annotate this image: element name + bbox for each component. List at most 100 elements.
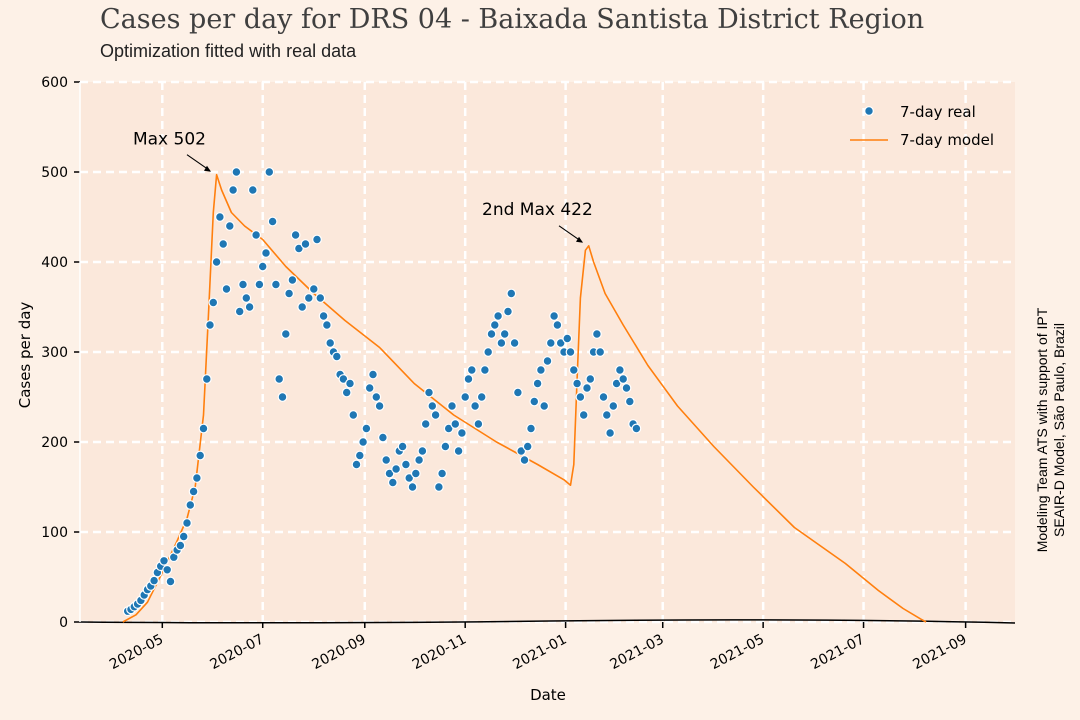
x-tick-label: 2021-03	[607, 631, 666, 673]
data-point	[345, 378, 355, 389]
data-point	[218, 239, 229, 249]
data-point	[565, 347, 576, 357]
data-point	[578, 410, 589, 420]
data-point	[221, 284, 232, 294]
annotation-label: 2nd Max 422	[482, 200, 593, 220]
data-point	[424, 387, 434, 398]
data-point	[536, 365, 546, 375]
annotations: Max 502 2nd Max 422	[133, 130, 593, 243]
data-point	[605, 428, 615, 438]
data-point	[267, 216, 278, 227]
data-point	[294, 243, 304, 254]
data-point	[149, 575, 160, 586]
data-point	[251, 230, 262, 240]
data-point	[572, 378, 582, 389]
x-axis-label: Date	[530, 686, 566, 704]
data-point	[434, 482, 444, 492]
data-point	[460, 392, 471, 402]
data-point	[381, 455, 392, 465]
data-point	[318, 311, 329, 321]
data-point	[224, 221, 235, 231]
data-point	[555, 338, 566, 348]
data-point	[539, 401, 550, 411]
data-point	[621, 383, 632, 393]
data-point	[499, 329, 510, 339]
y-tick-label: 0	[59, 615, 68, 631]
data-point	[322, 320, 332, 330]
data-point	[473, 419, 484, 429]
annotation-label: Max 502	[133, 130, 206, 150]
data-point	[486, 329, 497, 339]
data-point	[312, 234, 322, 245]
data-point	[354, 450, 365, 461]
data-point	[463, 374, 474, 384]
data-point	[447, 401, 457, 411]
data-point	[575, 392, 586, 402]
data-point	[509, 338, 520, 348]
data-point	[277, 392, 288, 402]
x-tick-label: 2021-05	[708, 631, 767, 673]
data-point	[430, 410, 441, 420]
x-tick-label: 2021-01	[510, 631, 569, 673]
data-point	[526, 423, 536, 434]
side-note-line-1: Modeling Team ATS with support of IPT	[1034, 307, 1050, 552]
data-point	[401, 459, 411, 470]
data-point	[361, 423, 372, 434]
data-point	[338, 374, 349, 384]
data-point	[470, 401, 481, 411]
data-point	[410, 468, 421, 479]
data-point	[162, 564, 173, 575]
data-point	[257, 261, 268, 272]
data-point	[241, 293, 252, 303]
data-point	[476, 392, 487, 402]
legend-label-real: 7-day real	[900, 103, 976, 121]
data-point	[315, 293, 326, 303]
data-point	[480, 365, 490, 375]
data-point	[208, 297, 219, 308]
data-point	[391, 464, 402, 474]
data-point	[201, 374, 212, 384]
data-point	[529, 396, 540, 407]
data-point	[364, 383, 375, 393]
data-point	[368, 369, 378, 380]
data-point	[483, 347, 494, 357]
data-point	[188, 486, 199, 497]
data-point	[532, 378, 543, 389]
legend: 7-day real 7-day model	[850, 103, 994, 149]
data-point	[549, 311, 559, 321]
data-point	[631, 423, 642, 434]
data-point	[351, 459, 362, 470]
data-point	[228, 185, 239, 195]
data-point	[159, 555, 169, 566]
data-point	[378, 432, 388, 443]
legend-marker-real	[864, 106, 874, 116]
data-point	[214, 212, 225, 222]
data-point	[427, 401, 438, 411]
data-point	[618, 374, 629, 384]
data-point	[417, 446, 428, 456]
data-point	[211, 257, 222, 267]
data-point	[185, 500, 196, 510]
data-point	[601, 410, 612, 420]
data-point	[254, 279, 265, 290]
y-axis-label: Cases per day	[16, 302, 34, 409]
data-point	[552, 320, 563, 330]
data-point	[608, 401, 619, 411]
data-point	[331, 351, 342, 362]
data-point	[325, 338, 336, 348]
data-point	[420, 419, 431, 429]
data-point	[582, 383, 592, 393]
y-tick-label: 400	[41, 255, 68, 271]
data-point	[244, 302, 255, 312]
y-tick-label: 600	[41, 75, 68, 91]
data-point	[595, 347, 606, 357]
data-point	[271, 279, 281, 290]
data-point	[592, 329, 602, 339]
data-point	[407, 482, 418, 492]
y-tick-label: 100	[41, 525, 68, 541]
data-point	[175, 540, 186, 551]
side-note-line-2: SEAIR-D Model, São Paulo, Brazil	[1051, 323, 1067, 537]
data-point	[545, 338, 556, 348]
data-point	[371, 392, 382, 402]
